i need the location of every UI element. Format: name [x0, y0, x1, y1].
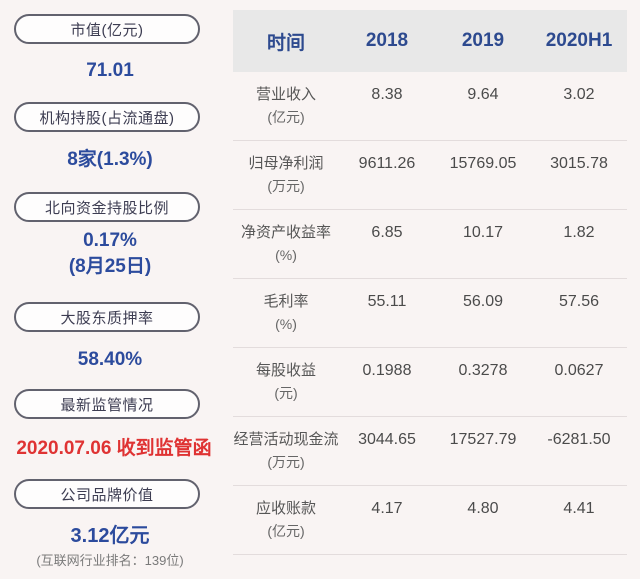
metric-pill-market-cap: 市值(亿元): [14, 14, 200, 44]
left-metrics-panel: 市值(亿元) 71.01 机构持股(占流通盘) 8家(1.3%) 北向资金持股比…: [0, 0, 233, 579]
row-label: 毛利率 (%): [233, 292, 339, 347]
row-name: 毛利率: [263, 293, 309, 310]
cell-value: -6281.50: [547, 431, 611, 448]
row-unit: (%): [275, 247, 297, 263]
row-unit: (亿元): [267, 109, 305, 125]
row-unit: (万元): [267, 454, 305, 470]
metric-note-industry-rank: (互联网行业排名：139位): [36, 553, 184, 568]
cell-value: 0.0627: [554, 362, 604, 379]
cell-value: 9.64: [467, 86, 499, 103]
metric-label: 机构持股(占流通盘): [39, 109, 175, 127]
row-name: 归母净利润: [248, 155, 324, 172]
row-label: 经营活动现金流 (万元): [233, 430, 339, 485]
cell-value: 4.17: [371, 500, 403, 517]
metric-pill-latest-regulation: 最新监管情况: [14, 389, 200, 419]
metric-pill-northbound-holding: 北向资金持股比例: [14, 192, 200, 222]
row-name: 应收账款: [255, 500, 316, 517]
metric-label: 公司品牌价值: [60, 486, 154, 504]
metric-pill-institutional-holding: 机构持股(占流通盘): [14, 102, 200, 132]
metric-label: 大股东质押率: [60, 309, 154, 327]
table-header-2018: 2018: [365, 30, 409, 51]
row-label: 归母净利润 (万元): [233, 154, 339, 209]
metric-value-market-cap: 71.01: [86, 60, 134, 81]
cell-value: 3015.78: [550, 155, 608, 172]
table-row-operating-cash-flow: 经营活动现金流 (万元) 3044.65 17527.79 -6281.50: [233, 417, 627, 486]
cell-value: 17527.79: [449, 431, 517, 448]
table-row-gross-margin: 毛利率 (%) 55.11 56.09 57.56: [233, 279, 627, 348]
row-unit: (%): [275, 316, 297, 332]
cell-value: 56.09: [462, 293, 504, 310]
metric-value-major-shareholder-pledge: 58.40%: [77, 349, 143, 370]
row-label: 每股收益 (元): [233, 361, 339, 416]
cell-value: 1.82: [563, 224, 595, 241]
metric-value-line2: (8月25日): [68, 256, 152, 277]
row-name: 营业收入: [255, 86, 316, 103]
cell-value: 10.17: [462, 224, 504, 241]
metric-pill-brand-value: 公司品牌价值: [14, 479, 200, 509]
table-header-time: 时间: [266, 32, 305, 54]
row-name: 净资产收益率: [240, 224, 331, 241]
metric-pill-major-shareholder-pledge: 大股东质押率: [14, 302, 200, 332]
table-header-2020h1: 2020H1: [545, 30, 613, 51]
row-label: 净资产收益率 (%): [233, 223, 339, 278]
cell-value: 3.02: [563, 86, 595, 103]
cell-value: 9611.26: [358, 155, 416, 172]
table-row-net-profit: 归母净利润 (万元) 9611.26 15769.05 3015.78: [233, 141, 627, 210]
metric-value-latest-regulation: 2020.07.06 收到监管函: [16, 438, 212, 459]
metric-value-brand-value: 3.12亿元: [70, 525, 150, 547]
cell-value: 6.85: [371, 224, 403, 241]
row-label: 应收账款 (亿元): [233, 499, 339, 554]
cell-value: 0.1988: [362, 362, 412, 379]
cell-value: 15769.05: [449, 155, 517, 172]
table-row-accounts-receivable: 应收账款 (亿元) 4.17 4.80 4.41: [233, 486, 627, 555]
row-label: 营业收入 (亿元): [233, 85, 339, 140]
metric-label: 市值(亿元): [70, 21, 144, 39]
metric-label: 北向资金持股比例: [44, 199, 169, 217]
cell-value: 3044.65: [358, 431, 416, 448]
row-name: 每股收益: [255, 362, 316, 379]
metric-label: 最新监管情况: [60, 396, 154, 414]
table-row-eps: 每股收益 (元) 0.1988 0.3278 0.0627: [233, 348, 627, 417]
table-row-revenue: 营业收入 (亿元) 8.38 9.64 3.02: [233, 72, 627, 141]
metric-value-line1: 0.17%: [83, 230, 137, 251]
row-unit: (万元): [267, 178, 305, 194]
financials-table: 时间 2018 2019 2020H1 营业收入 (亿元) 8.38 9.64 …: [233, 10, 627, 555]
table-row-roe: 净资产收益率 (%) 6.85 10.17 1.82: [233, 210, 627, 279]
cell-value: 4.80: [467, 500, 499, 517]
cell-value: 57.56: [558, 293, 600, 310]
row-name: 经营活动现金流: [233, 431, 339, 448]
table-header-2019: 2019: [461, 30, 505, 51]
metric-value-northbound-holding: 0.17% (8月25日): [0, 228, 220, 280]
row-unit: (亿元): [267, 523, 305, 539]
cell-value: 55.11: [367, 293, 407, 310]
cell-value: 4.41: [563, 500, 595, 517]
cell-value: 8.38: [371, 86, 403, 103]
table-header-row: 时间 2018 2019 2020H1: [233, 10, 627, 72]
cell-value: 0.3278: [458, 362, 508, 379]
row-unit: (元): [274, 385, 298, 401]
metric-value-institutional-holding: 8家(1.3%): [67, 149, 153, 170]
